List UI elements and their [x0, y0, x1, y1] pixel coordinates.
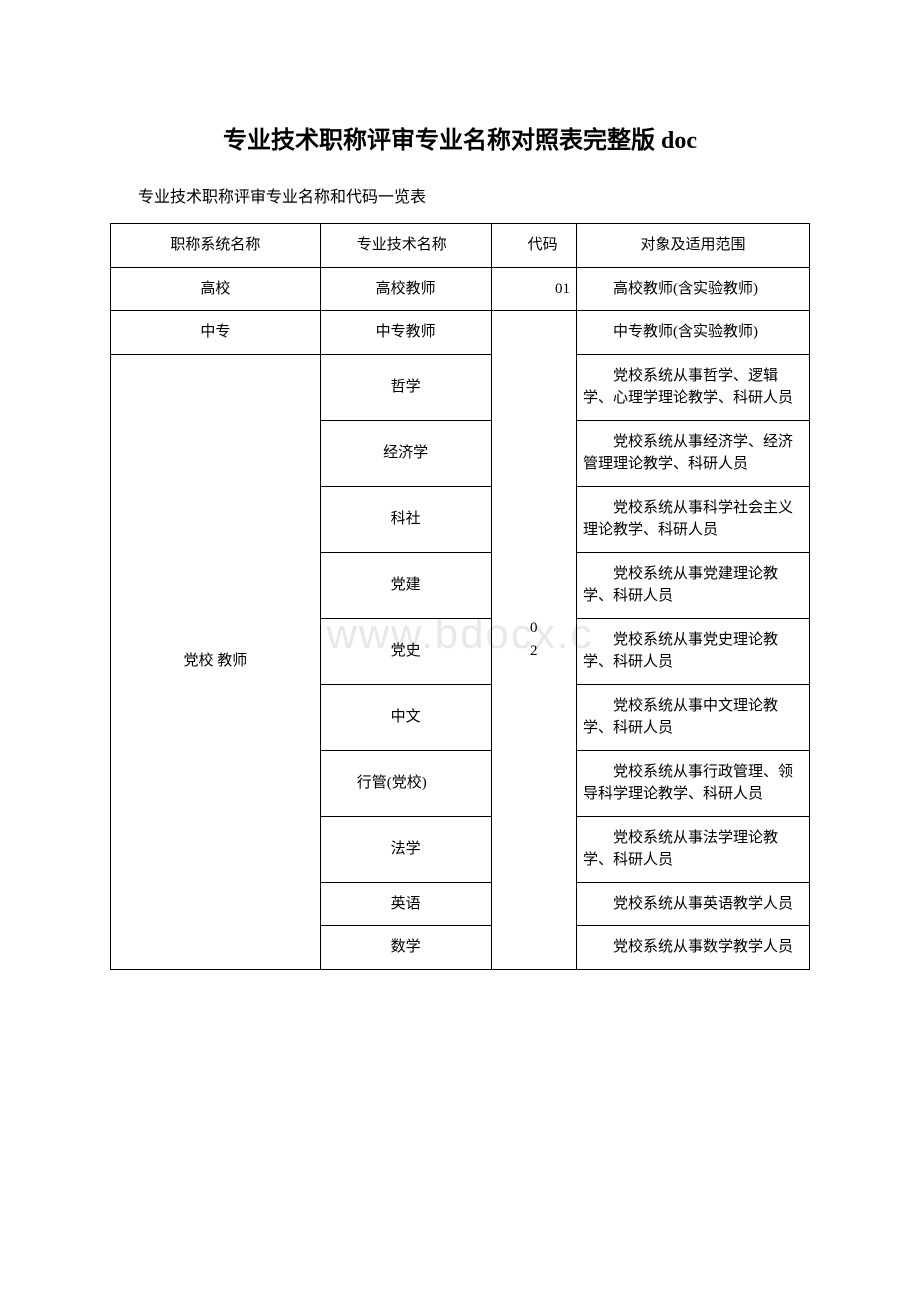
cell-scope: 党校系统从事数学教学人员 [576, 926, 809, 970]
cell-tech: 中专教师 [320, 311, 491, 355]
cell-system: 中专 [111, 311, 321, 355]
cell-scope: 高校教师(含实验教师) [576, 267, 809, 311]
comparison-table: 职称系统名称 专业技术名称 代码 对象及适用范围 高校 高校教师 01 高校教师… [110, 223, 810, 970]
cell-code-merged: 0 2 [491, 311, 576, 970]
cell-tech: 行管(党校) [320, 750, 491, 816]
table-row: 党校 教师 哲学 党校系统从事哲学、逻辑学、心理学理论教学、科研人员 [111, 354, 810, 420]
cell-scope: 党校系统从事法学理论教学、科研人员 [576, 816, 809, 882]
cell-tech: 科社 [320, 486, 491, 552]
cell-scope: 党校系统从事英语教学人员 [576, 882, 809, 926]
header-scope: 对象及适用范围 [576, 224, 809, 268]
cell-code: 01 [491, 267, 576, 311]
cell-scope: 党校系统从事中文理论教学、科研人员 [576, 684, 809, 750]
cell-tech: 经济学 [320, 420, 491, 486]
cell-system-merged: 党校 教师 [111, 354, 321, 969]
cell-tech: 法学 [320, 816, 491, 882]
table-row: 高校 高校教师 01 高校教师(含实验教师) [111, 267, 810, 311]
cell-tech: 数学 [320, 926, 491, 970]
cell-tech: 哲学 [320, 354, 491, 420]
cell-scope: 党校系统从事党建理论教学、科研人员 [576, 552, 809, 618]
cell-scope: 党校系统从事经济学、经济管理理论教学、科研人员 [576, 420, 809, 486]
header-tech: 专业技术名称 [320, 224, 491, 268]
cell-tech: 中文 [320, 684, 491, 750]
cell-scope: 党校系统从事党史理论教学、科研人员 [576, 618, 809, 684]
cell-scope: 党校系统从事哲学、逻辑学、心理学理论教学、科研人员 [576, 354, 809, 420]
page-title: 专业技术职称评审专业名称对照表完整版 doc [110, 120, 810, 155]
table-row: 中专 中专教师 0 2 中专教师(含实验教师) [111, 311, 810, 355]
table-header-row: 职称系统名称 专业技术名称 代码 对象及适用范围 [111, 224, 810, 268]
cell-tech: 英语 [320, 882, 491, 926]
table-container: 职称系统名称 专业技术名称 代码 对象及适用范围 高校 高校教师 01 高校教师… [110, 223, 810, 970]
header-system: 职称系统名称 [111, 224, 321, 268]
cell-scope: 中专教师(含实验教师) [576, 311, 809, 355]
cell-tech: 党史 [320, 618, 491, 684]
cell-tech: 高校教师 [320, 267, 491, 311]
cell-scope: 党校系统从事科学社会主义理论教学、科研人员 [576, 486, 809, 552]
cell-tech: 党建 [320, 552, 491, 618]
page-subtitle: 专业技术职称评审专业名称和代码一览表 [110, 183, 810, 207]
header-code: 代码 [491, 224, 576, 268]
cell-scope: 党校系统从事行政管理、领导科学理论教学、科研人员 [576, 750, 809, 816]
cell-system: 高校 [111, 267, 321, 311]
